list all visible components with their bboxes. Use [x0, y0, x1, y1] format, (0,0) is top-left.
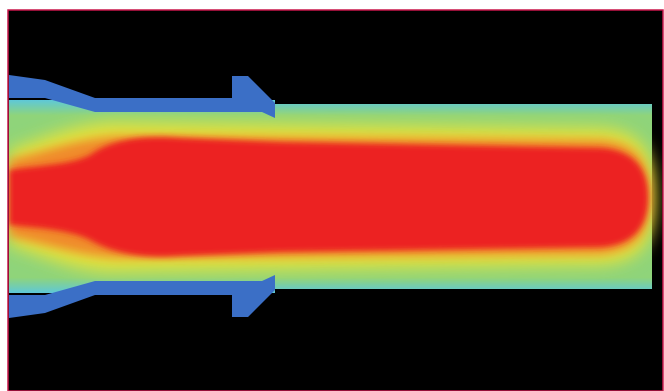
contour-field	[9, 75, 655, 318]
page	[0, 0, 664, 391]
simulation-image	[0, 0, 664, 391]
red-core	[9, 137, 648, 257]
